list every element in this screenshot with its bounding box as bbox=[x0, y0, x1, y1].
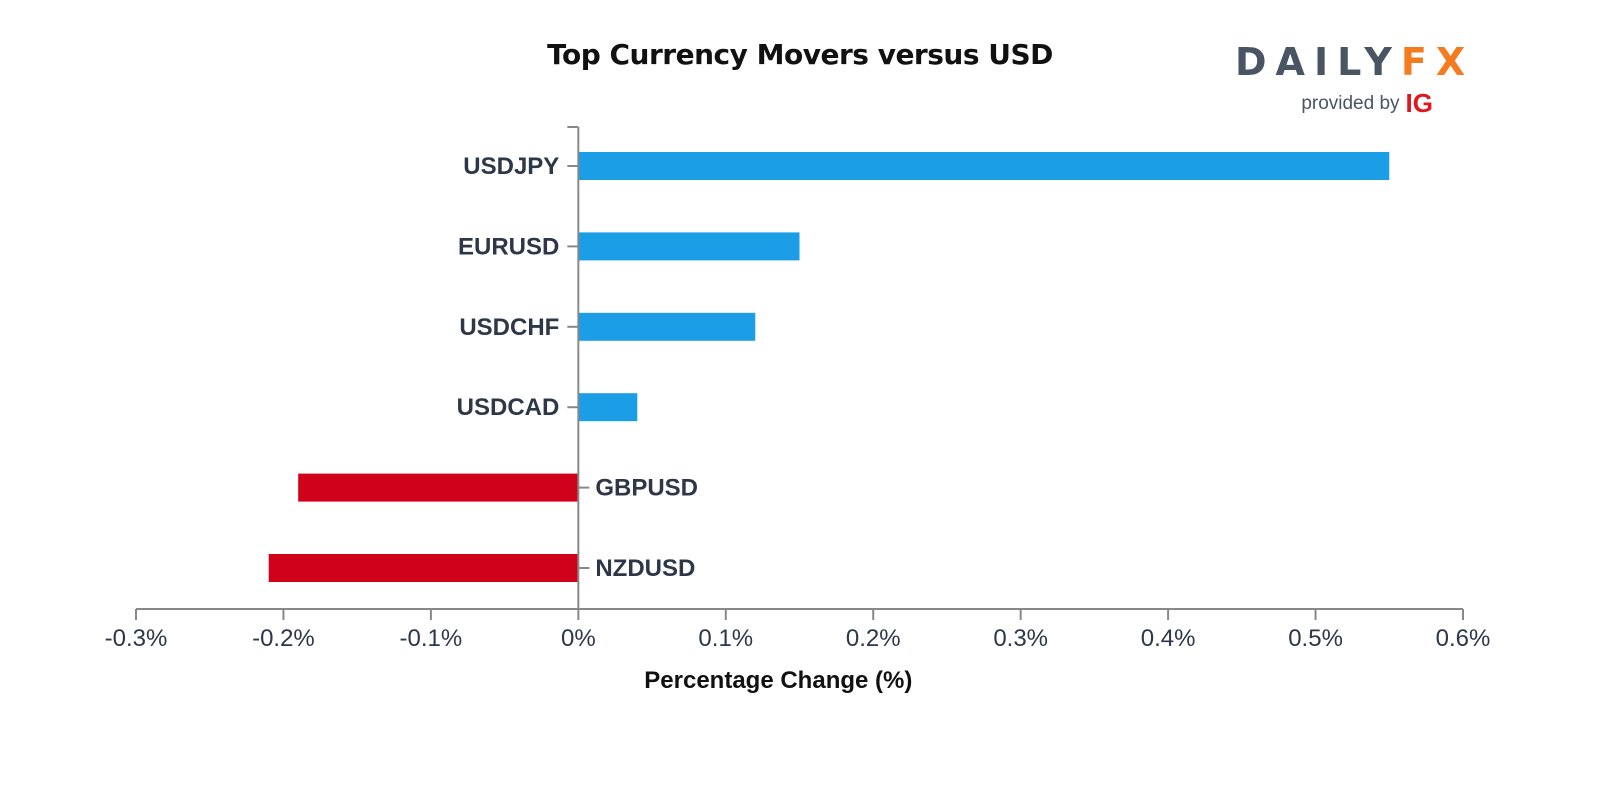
x-tick-label: 0.2% bbox=[846, 625, 901, 652]
x-tick-label: -0.3% bbox=[105, 625, 168, 652]
x-tick-label: 0% bbox=[561, 625, 596, 652]
category-label-usdchf: USDCHF bbox=[459, 314, 559, 341]
ig-logo: IG bbox=[1405, 88, 1433, 118]
bars-group bbox=[268, 152, 1390, 582]
brand-fx: FX bbox=[1400, 40, 1475, 84]
x-tick-label: -0.1% bbox=[400, 625, 463, 652]
labels-group: USDJPY EURUSD USDCHF USDCAD GBPUSD NZDUSD -0.3… bbox=[105, 153, 1491, 694]
provided-by-text: provided by bbox=[1301, 93, 1400, 114]
bar-eurusd bbox=[578, 232, 800, 261]
category-label-usdjpy: USDJPY bbox=[463, 153, 559, 180]
brand-wordmark: DAILYFX bbox=[1235, 38, 1465, 86]
axes-group bbox=[135, 126, 1464, 620]
x-tick-label: 0.5% bbox=[1288, 625, 1343, 652]
x-tick-label: 0.4% bbox=[1141, 625, 1196, 652]
x-axis-title: Percentage Change (%) bbox=[644, 667, 912, 694]
bar-usdchf bbox=[578, 312, 756, 341]
x-tick-label: 0.1% bbox=[698, 625, 753, 652]
dailyfx-logo: DAILYFX provided by IG bbox=[1235, 38, 1465, 118]
category-label-nzdusd: NZDUSD bbox=[595, 555, 695, 582]
category-label-gbpusd: GBPUSD bbox=[595, 475, 698, 502]
x-tick-label: -0.2% bbox=[252, 625, 315, 652]
x-tick-label: 0.3% bbox=[993, 625, 1048, 652]
bar-gbpusd bbox=[298, 473, 579, 502]
chart-title: Top Currency Movers versus USD bbox=[547, 38, 1053, 71]
provided-by-line: provided by IG bbox=[1301, 88, 1433, 119]
category-label-eurusd: EURUSD bbox=[458, 233, 559, 260]
bar-usdcad bbox=[578, 393, 638, 422]
bar-nzdusd bbox=[268, 554, 579, 582]
bar-usdjpy bbox=[578, 152, 1390, 180]
category-label-usdcad: USDCAD bbox=[457, 394, 560, 421]
brand-daily: DAILY bbox=[1235, 40, 1401, 84]
x-tick-label: 0.6% bbox=[1436, 625, 1491, 652]
